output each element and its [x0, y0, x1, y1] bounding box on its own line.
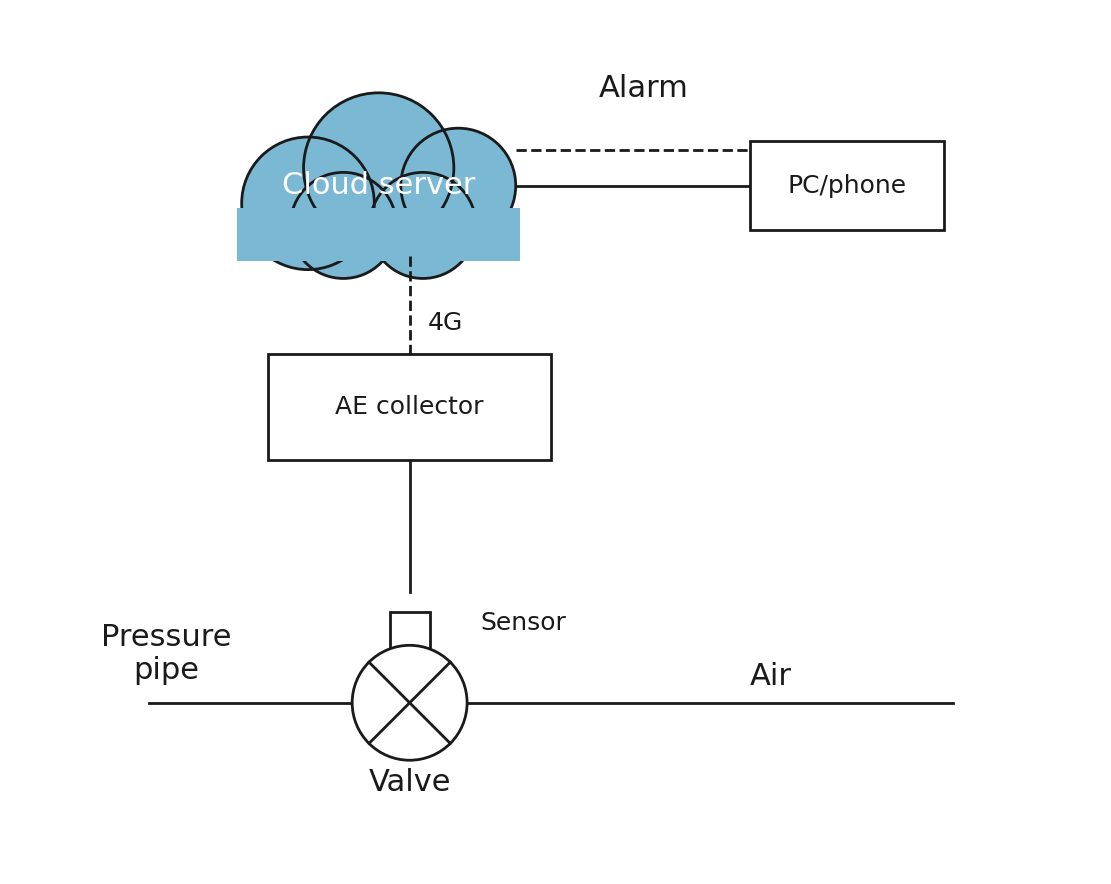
Circle shape: [352, 645, 467, 760]
Circle shape: [242, 137, 374, 270]
Circle shape: [370, 172, 476, 278]
FancyBboxPatch shape: [238, 208, 520, 261]
Text: Sensor: Sensor: [480, 611, 567, 636]
FancyBboxPatch shape: [268, 354, 551, 460]
Text: AE collector: AE collector: [336, 394, 484, 419]
Text: Pressure
pipe: Pressure pipe: [101, 623, 232, 685]
Text: Alarm: Alarm: [599, 74, 689, 103]
Text: PC/phone: PC/phone: [788, 173, 907, 198]
Text: Air: Air: [750, 662, 792, 690]
Text: Cloud server: Cloud server: [282, 171, 476, 200]
Circle shape: [303, 93, 453, 243]
Text: Valve: Valve: [369, 768, 451, 796]
Circle shape: [290, 172, 397, 278]
Circle shape: [401, 128, 516, 243]
FancyBboxPatch shape: [750, 141, 944, 230]
Text: 4G: 4G: [428, 310, 462, 335]
FancyBboxPatch shape: [390, 613, 430, 652]
